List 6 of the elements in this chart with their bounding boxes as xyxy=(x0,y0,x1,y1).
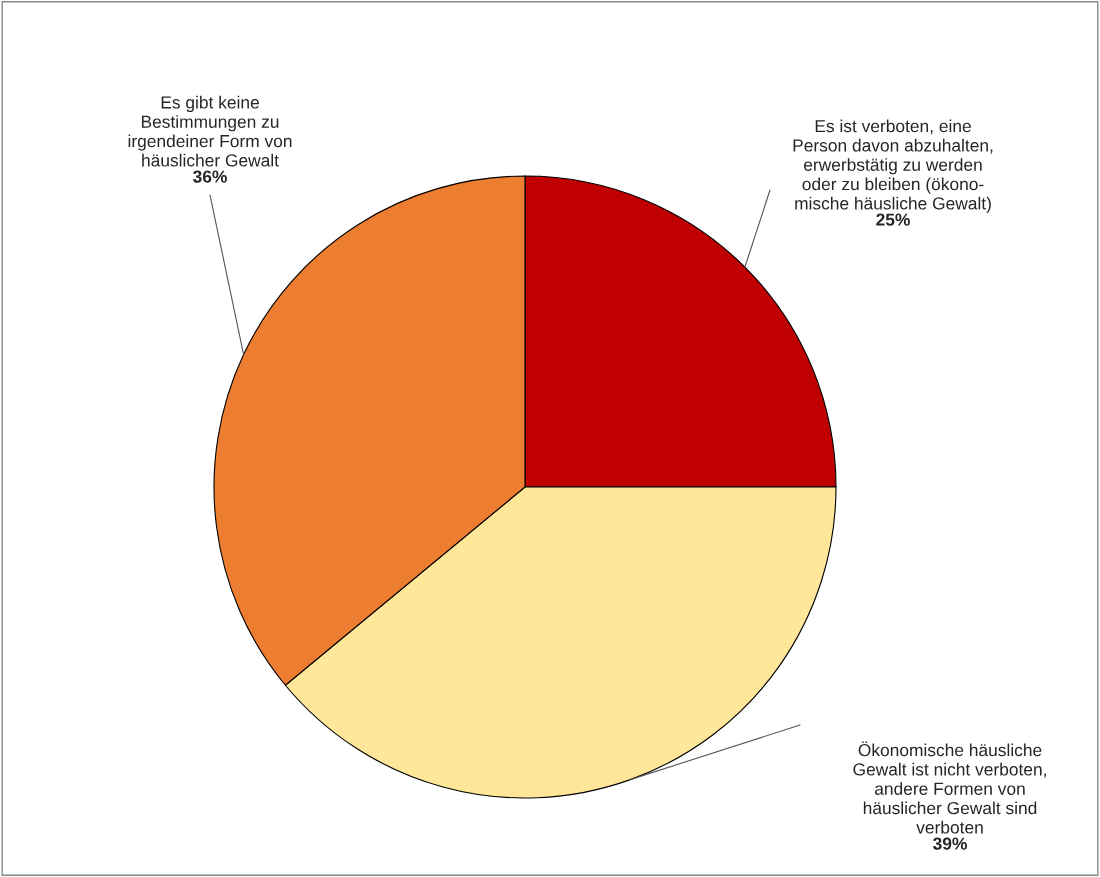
data-label: 25% xyxy=(876,213,910,226)
slice-label: Ökonomische häusliche Gewalt ist nicht verboten, andere Formen von häuslicher Gewalt sind verboten xyxy=(853,741,1046,834)
data-label: 39% xyxy=(933,837,967,850)
slice-label: Es gibt keine Bestimmungen zu irgendeiner Form von häuslicher Gewalt xyxy=(128,95,292,167)
data-label: 36% xyxy=(193,170,227,183)
slice-label: Es ist verboten, eine Person davon abzuhalten, erwerbstätig zu werden oder zu bleiben (ökono- mische häusliche Gewalt) xyxy=(793,119,993,213)
